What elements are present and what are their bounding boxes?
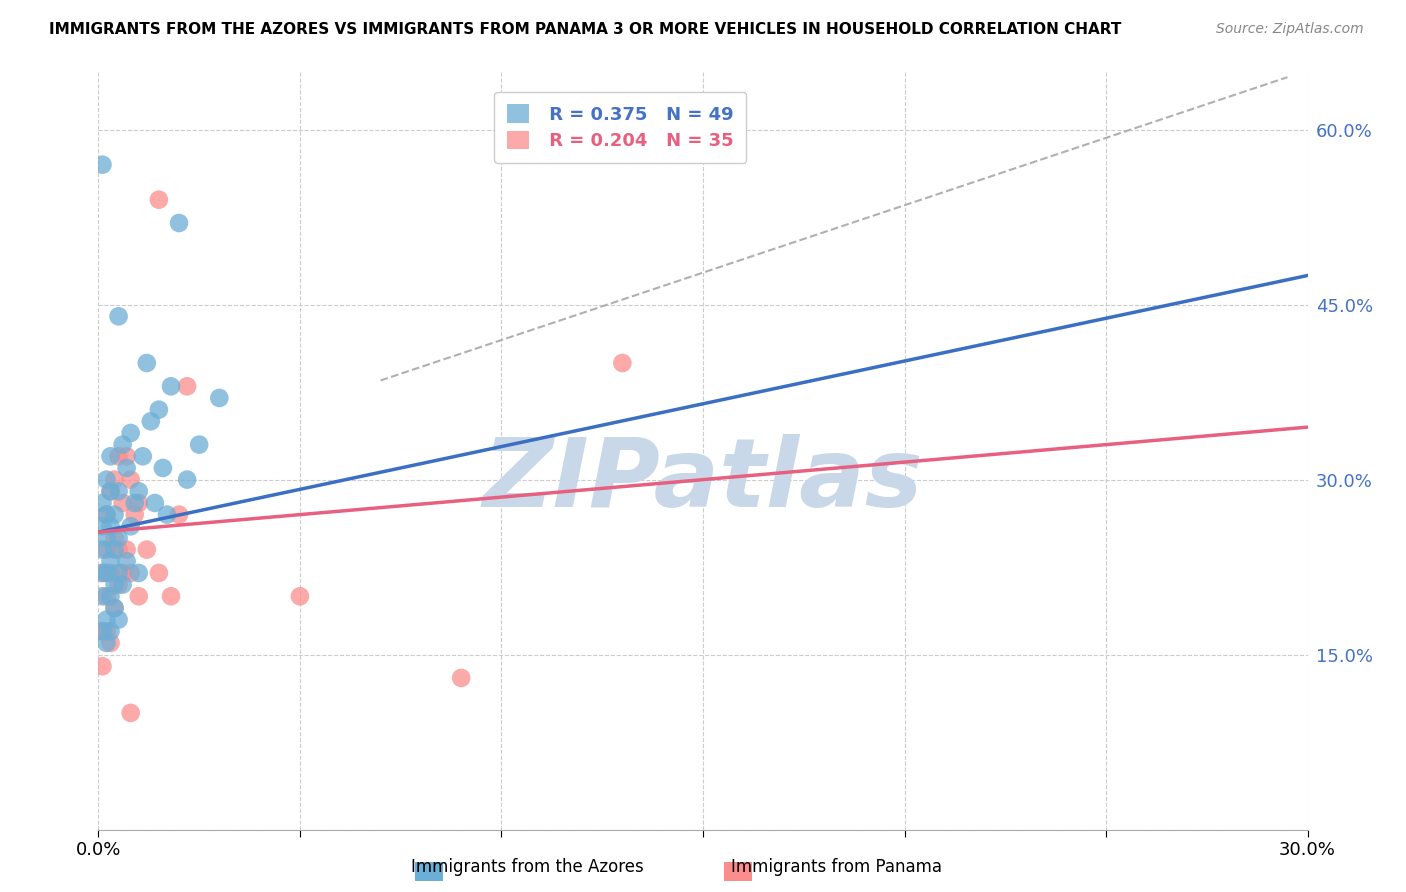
Point (107, 310, 129, 324)
Text: IMMIGRANTS FROM THE AZORES VS IMMIGRANTS FROM PANAMA 3 OR MORE VEHICLES IN HOUSE: IMMIGRANTS FROM THE AZORES VS IMMIGRANTS… (49, 22, 1122, 37)
Point (176, 473, 198, 487)
Point (103, 531, 125, 545)
Point (91, 659, 114, 673)
Point (139, 414, 162, 428)
Point (107, 542, 129, 557)
Text: Immigrants from the Azores: Immigrants from the Azores (411, 858, 644, 876)
Point (107, 577, 129, 591)
Point (148, 193, 170, 207)
Point (103, 601, 125, 615)
Point (103, 601, 125, 615)
Text: Immigrants from Panama: Immigrants from Panama (731, 858, 942, 876)
Point (128, 496, 150, 510)
Point (91, 566, 114, 580)
Point (120, 566, 142, 580)
Legend:  R = 0.375   N = 49,  R = 0.204   N = 35: R = 0.375 N = 49, R = 0.204 N = 35 (495, 92, 747, 163)
Point (148, 402, 170, 417)
Point (152, 461, 174, 475)
Point (107, 613, 129, 627)
Point (120, 706, 142, 720)
Point (91, 496, 114, 510)
Point (107, 531, 129, 545)
Point (103, 508, 125, 522)
Text: ZIPatlas: ZIPatlas (482, 434, 924, 527)
Point (167, 216, 190, 230)
Point (120, 425, 142, 440)
Point (612, 356, 634, 370)
Point (100, 450, 122, 464)
Point (91, 158, 114, 172)
Point (111, 437, 134, 451)
Point (128, 589, 150, 603)
Point (124, 496, 146, 510)
Point (100, 624, 122, 639)
Point (120, 519, 142, 533)
Point (160, 589, 183, 603)
Point (160, 379, 183, 393)
Point (91, 519, 114, 533)
Point (96, 508, 118, 522)
Point (288, 589, 311, 603)
Point (100, 484, 122, 499)
Point (107, 484, 129, 499)
Point (128, 484, 150, 499)
Point (450, 671, 472, 685)
Point (107, 566, 129, 580)
Point (115, 461, 138, 475)
Point (167, 508, 190, 522)
Point (96, 566, 118, 580)
Point (103, 542, 125, 557)
Point (96, 613, 118, 627)
Point (96, 508, 118, 522)
Point (115, 450, 138, 464)
Point (176, 379, 198, 393)
Point (96, 636, 118, 650)
Point (100, 589, 122, 603)
Point (111, 577, 134, 591)
Point (91, 624, 114, 639)
Point (91, 566, 114, 580)
Point (103, 577, 125, 591)
Point (100, 554, 122, 568)
Point (188, 437, 211, 451)
Point (143, 496, 166, 510)
Point (100, 519, 122, 533)
Point (111, 566, 134, 580)
Point (135, 542, 157, 557)
Point (96, 473, 118, 487)
Point (107, 450, 129, 464)
Point (96, 624, 118, 639)
Point (96, 589, 118, 603)
Point (132, 450, 155, 464)
Point (120, 473, 142, 487)
Point (91, 542, 114, 557)
Point (148, 566, 170, 580)
Point (100, 636, 122, 650)
Point (124, 508, 146, 522)
Point (96, 531, 118, 545)
Point (100, 484, 122, 499)
Point (96, 542, 118, 557)
Point (103, 473, 125, 487)
Point (100, 566, 122, 580)
Point (111, 496, 134, 510)
Text: Source: ZipAtlas.com: Source: ZipAtlas.com (1216, 22, 1364, 37)
Point (156, 508, 179, 522)
Point (115, 554, 138, 568)
Point (91, 589, 114, 603)
Point (115, 542, 138, 557)
Point (91, 624, 114, 639)
Point (208, 391, 231, 405)
Point (128, 566, 150, 580)
Point (135, 356, 157, 370)
